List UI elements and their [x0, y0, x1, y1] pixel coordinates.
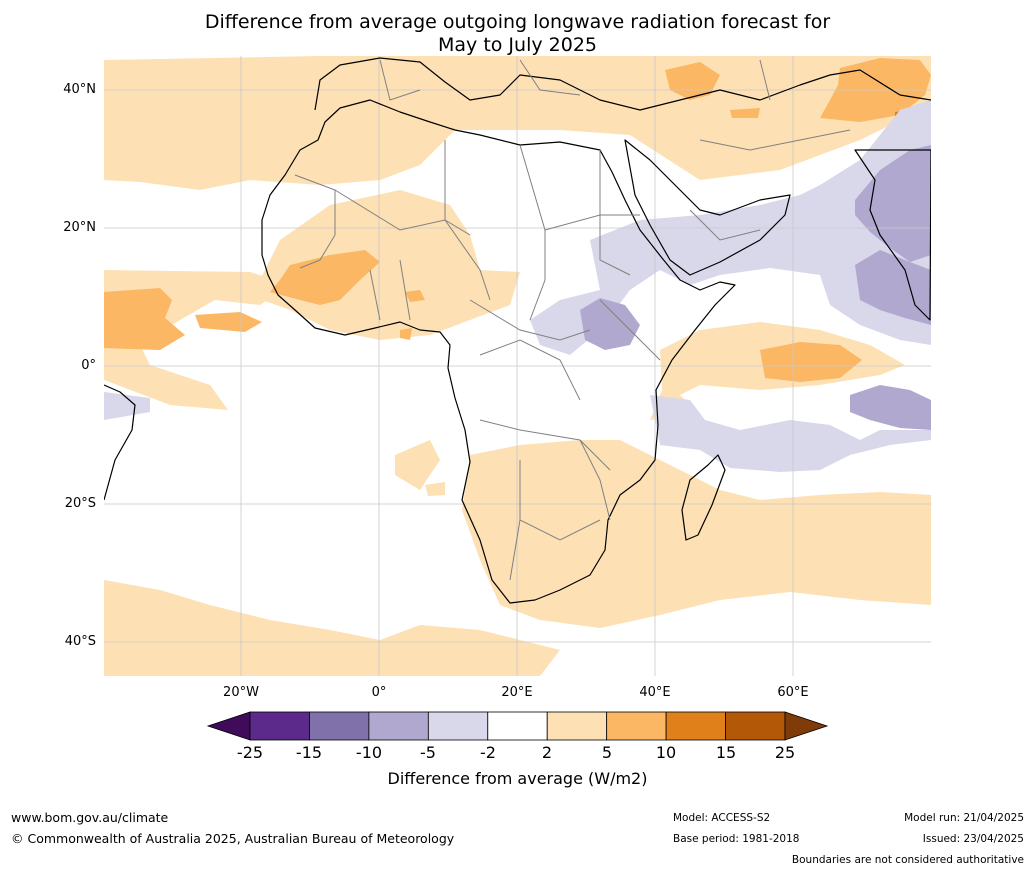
chart-title-line-1: Difference from average outgoing longwav…	[204, 11, 831, 33]
colorbar-tick-label: 2	[541, 743, 553, 762]
model-run-text: Model run: 21/04/2025	[904, 812, 1024, 824]
colorbar-tick-label: -10	[355, 743, 383, 762]
lat-label-20s: 20°S	[64, 496, 96, 511]
colorbar-right-arrow	[784, 711, 829, 741]
disclaimer-text: Boundaries are not considered authoritat…	[791, 854, 1024, 866]
colorbar-tick-label: 5	[601, 743, 613, 762]
colorbar-bin	[249, 711, 310, 741]
africa-coastline	[261, 99, 736, 604]
coastlines	[104, 57, 931, 604]
colorbar-tick-label: -25	[236, 743, 264, 762]
madagascar-coastline	[681, 454, 726, 541]
lon-label-60e: 60°E	[777, 685, 809, 700]
lat-label-20n: 20°N	[63, 220, 96, 235]
colorbar-tick-label: -15	[295, 743, 323, 762]
arabia-coastline	[624, 139, 791, 276]
lon-label-20w: 20°W	[223, 685, 259, 700]
lat-label-40n: 40°N	[63, 82, 96, 97]
lon-label-40e: 40°E	[639, 685, 671, 700]
colorbar-bin	[546, 711, 608, 741]
anomaly-negative-light	[104, 100, 931, 472]
anomaly-negative-medium	[580, 145, 931, 430]
colorbar-bin	[427, 711, 489, 741]
lon-label-20e: 20°E	[501, 685, 533, 700]
model-text: Model: ACCESS-S2	[673, 812, 771, 824]
issued-text: Issued: 23/04/2025	[922, 833, 1024, 845]
colorbar-bin	[606, 711, 667, 741]
colorbar-tick-label: 25	[774, 743, 796, 762]
colorbar-title: Difference from average (W/m2)	[387, 769, 648, 788]
lat-label-40s: 40°S	[64, 634, 96, 649]
lat-label-0: 0°	[81, 358, 96, 373]
colorbar-tick-label: 10	[655, 743, 677, 762]
base-period-text: Base period: 1981-2018	[673, 833, 800, 845]
colorbar-bins	[249, 711, 786, 741]
europe-coastline	[314, 57, 931, 111]
colorbar-bin	[665, 711, 726, 741]
colorbar	[206, 711, 829, 741]
graticule	[104, 56, 931, 676]
colorbar-bin	[487, 711, 548, 741]
colorbar-bin	[309, 711, 370, 741]
india-coastline	[854, 149, 931, 321]
lon-label-0: 0°	[371, 685, 387, 700]
copyright-text: © Commonwealth of Australia 2025, Austra…	[11, 831, 455, 846]
colorbar-bin	[368, 711, 429, 741]
colorbar-tick-label: 15	[715, 743, 737, 762]
colorbar-tick-label: -5	[420, 743, 436, 762]
colorbar-tick-label: -2	[480, 743, 496, 762]
country-boundaries	[294, 59, 851, 581]
chart-title-line-2: May to July 2025	[438, 34, 597, 56]
south-america-coastline	[104, 384, 136, 501]
colorbar-bin	[725, 711, 786, 741]
colorbar-left-arrow	[206, 711, 251, 741]
website-link[interactable]: www.bom.gov.au/climate	[11, 810, 169, 825]
